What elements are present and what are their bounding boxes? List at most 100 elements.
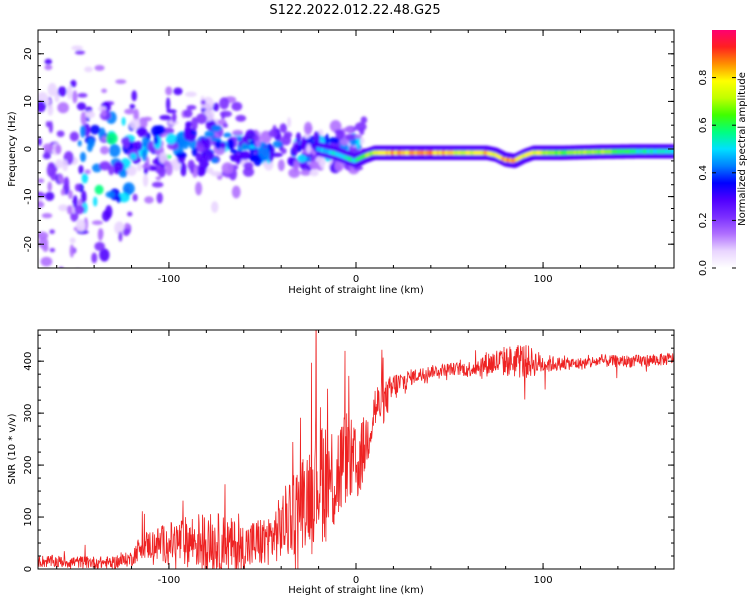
- spectrogram-cell: [223, 132, 232, 138]
- spectrogram-cell: [129, 152, 138, 160]
- spectrogram-cell: [78, 165, 84, 175]
- spectrogram-cell: [328, 137, 340, 144]
- spectrogram-cell: [84, 169, 91, 175]
- spectrogram-cell: [57, 86, 67, 97]
- spectrogram-cell: [270, 152, 283, 158]
- spectrogram-cell: [142, 116, 153, 122]
- spectrogram-cell: [77, 93, 88, 98]
- spectrogram-x-label: Height of straight line (km): [288, 285, 424, 296]
- spectrogram-cell: [149, 166, 158, 171]
- spectrogram-cell: [85, 110, 96, 119]
- spectrogram-cell: [58, 173, 64, 183]
- colorbar-tick-label: 0.2: [698, 212, 709, 228]
- spectrogram-cell: [329, 120, 342, 133]
- spectrogram-cell: [57, 285, 69, 296]
- spectrogram-cell: [74, 183, 81, 192]
- spectrogram-cell: [99, 248, 110, 262]
- spectrogram-cell: [211, 124, 222, 132]
- spectrogram-cell: [133, 108, 140, 122]
- spectrogram-cell: [49, 248, 56, 253]
- x-tick-label: 0: [353, 575, 359, 586]
- spectrogram-cell: [121, 117, 126, 126]
- spectrogram-cell: [336, 129, 345, 140]
- spectrogram-cell: [159, 114, 172, 121]
- spectrogram-cell: [69, 244, 75, 258]
- x-tick-label: 100: [534, 274, 553, 285]
- spectrogram-cell: [231, 185, 241, 199]
- spectrogram-cell: [243, 161, 254, 170]
- spectrogram-cell: [220, 141, 227, 149]
- spectrogram-cell: [145, 132, 151, 141]
- spectrogram-cell: [47, 103, 54, 116]
- spectrogram-cell: [76, 219, 86, 232]
- spectrogram-y-label: Frequency (Hz): [7, 111, 18, 187]
- y-tick-label: 100: [23, 507, 34, 526]
- spectrogram-cell: [155, 176, 162, 181]
- spectrogram-cell: [57, 102, 69, 114]
- colorbar-ticks: 0.0 0.2 0.4 0.6 0.8: [698, 70, 736, 276]
- spectrogram-cell: [60, 188, 65, 196]
- spectrogram-cell: [77, 140, 82, 147]
- spectrogram-cell: [249, 150, 255, 162]
- spectrogram-cell: [74, 50, 86, 55]
- spectrogram-cell: [279, 123, 288, 133]
- snr-y-label: SNR (10 * v/v): [7, 413, 18, 484]
- spectrogram-cell: [50, 171, 57, 181]
- spectrogram-cell: [195, 181, 203, 196]
- spectrogram-cell: [80, 125, 86, 138]
- spectrogram-cell: [221, 162, 234, 175]
- colorbar-tick-label: 0.4: [698, 165, 709, 181]
- spectrogram-cell: [295, 132, 302, 144]
- spectrogram-cell: [80, 111, 87, 126]
- spectrogram-cell: [58, 204, 69, 212]
- spectrogram-cell: [272, 140, 283, 148]
- spectrogram-cell: [210, 171, 222, 177]
- spectrogram-cell: [127, 211, 133, 217]
- x-tick-label: -100: [158, 274, 181, 285]
- spectrogram-cell: [131, 90, 137, 102]
- spectrogram-cell: [230, 148, 237, 154]
- spectrogram-cell: [38, 236, 49, 249]
- spectrogram-cell: [154, 125, 166, 135]
- spectrogram-cell: [76, 269, 80, 273]
- spectrogram-cell: [74, 205, 85, 215]
- spectrogram-cell: [105, 205, 113, 219]
- spectrogram-cell: [94, 184, 104, 195]
- y-tick-label: -10: [23, 188, 34, 204]
- spectrogram-cell: [126, 165, 137, 176]
- spectrogram-cell: [118, 231, 123, 242]
- spectrogram-cell: [62, 159, 69, 172]
- spectrogram-cell: [231, 101, 243, 111]
- colorbar-tick-label: 0.0: [698, 260, 709, 276]
- spectrogram-cell: [345, 133, 355, 141]
- spectrogram-cell: [129, 103, 136, 110]
- spectrogram-heatmap: [38, 45, 674, 297]
- spectrogram-cell: [232, 129, 244, 136]
- spectrogram-cell: [252, 135, 260, 141]
- spectrogram-cell: [206, 167, 214, 174]
- spectrogram-cell: [191, 146, 198, 157]
- spectrogram-cell: [293, 159, 298, 174]
- spectrogram-cell: [200, 99, 206, 105]
- spectrogram-cell: [141, 164, 149, 169]
- spectrogram-cell: [297, 154, 307, 163]
- spectrogram-cell: [77, 289, 87, 297]
- spectrogram-cell: [134, 141, 143, 152]
- spectrogram-cell: [87, 138, 95, 148]
- y-tick-label: -20: [23, 236, 34, 252]
- spectrogram-cell: [313, 131, 320, 145]
- spectrogram-cell: [66, 205, 73, 215]
- spectrogram-cell: [106, 132, 118, 145]
- spectrogram-cell: [156, 192, 163, 204]
- x-tick-label: 100: [534, 575, 553, 586]
- colorbar: 0.0 0.2 0.4 0.6 0.8 Normalized spectral ampl…: [698, 30, 748, 276]
- y-tick-label: 400: [23, 352, 34, 371]
- spectrogram-cell: [122, 228, 130, 237]
- spectrogram-cell: [129, 119, 141, 130]
- spectrogram-cell: [101, 88, 108, 94]
- spectrogram-cell: [99, 161, 111, 171]
- spectrogram-cell: [281, 147, 287, 154]
- spectrogram-cell: [241, 143, 250, 151]
- spectrogram-cell: [277, 159, 285, 172]
